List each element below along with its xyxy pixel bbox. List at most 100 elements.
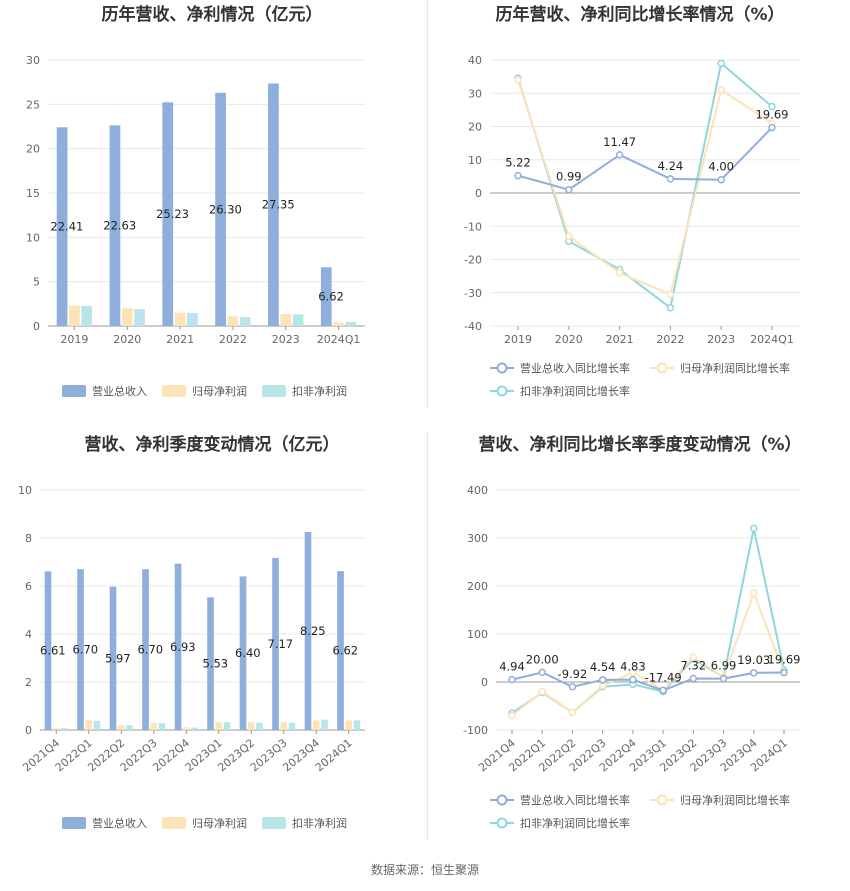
series-point[interactable] — [659, 686, 667, 695]
series-point[interactable] — [565, 232, 573, 240]
series-point[interactable] — [717, 59, 725, 68]
bar-revenue[interactable] — [44, 571, 52, 730]
bar-non-recurring-profit[interactable] — [353, 720, 361, 730]
bar-non-recurring-profit[interactable] — [158, 723, 166, 730]
bar-non-recurring-profit[interactable] — [134, 309, 145, 326]
legend-item[interactable]: 归母净利润 — [162, 816, 247, 830]
bar-parent-profit[interactable] — [121, 308, 133, 326]
bar-parent-profit[interactable] — [52, 727, 60, 730]
legend-item[interactable]: 营业总收入 — [62, 384, 147, 398]
bar-data-label: 6.70 — [138, 643, 164, 657]
legend-item[interactable]: 扣非净利润同比增长率 — [490, 384, 630, 398]
bar-parent-profit[interactable] — [280, 314, 292, 326]
x-tick-label: 2019 — [60, 333, 88, 346]
bar-revenue[interactable] — [215, 92, 226, 326]
series-point[interactable] — [629, 675, 637, 684]
bar-non-recurring-profit[interactable] — [126, 725, 133, 730]
legend-item[interactable]: 扣非净利润同比增长率 — [490, 816, 630, 830]
bar-revenue[interactable] — [239, 576, 247, 730]
x-tick-label: 2024Q1 — [750, 333, 794, 346]
series-point[interactable] — [689, 674, 698, 683]
legend-item[interactable]: 扣非净利润 — [262, 384, 347, 398]
bar-revenue[interactable] — [56, 127, 68, 326]
series-point[interactable] — [717, 86, 725, 94]
y-tick-label: 10 — [26, 231, 40, 244]
bar-non-recurring-profit[interactable] — [61, 728, 68, 730]
series-point[interactable] — [750, 669, 758, 677]
bar-non-recurring-profit[interactable] — [321, 719, 328, 730]
bar-revenue[interactable] — [109, 125, 121, 326]
series-point[interactable] — [615, 151, 624, 159]
series-point[interactable] — [598, 682, 607, 690]
bar-non-recurring-profit[interactable] — [81, 306, 93, 326]
series-point[interactable] — [666, 290, 675, 299]
legend-item[interactable]: 营业总收入 — [62, 816, 147, 830]
bar-revenue[interactable] — [109, 586, 117, 730]
bar-non-recurring-profit[interactable] — [187, 313, 198, 326]
quarterly-growth-rate-chart: 营收、净利同比增长率季度变动情况（%） -100 0 100 200 300 400 2021… — [428, 430, 850, 850]
bar-non-recurring-profit[interactable] — [345, 322, 357, 326]
series-point[interactable] — [768, 102, 776, 111]
series-point[interactable] — [666, 303, 675, 312]
series-point[interactable] — [508, 711, 516, 720]
series-point[interactable] — [538, 668, 546, 677]
series-point[interactable] — [750, 524, 758, 533]
series-point[interactable] — [629, 668, 637, 677]
legend-item[interactable]: 营业总收入同比增长率 — [490, 793, 630, 807]
bar-parent-profit[interactable] — [215, 722, 223, 730]
bar-parent-profit[interactable] — [227, 316, 239, 326]
bar-revenue[interactable] — [142, 569, 149, 730]
bar-revenue[interactable] — [77, 569, 84, 730]
series-point[interactable] — [568, 683, 577, 691]
bar-parent-profit[interactable] — [85, 720, 93, 730]
series-point[interactable] — [514, 171, 522, 180]
series-point[interactable] — [689, 653, 698, 661]
bar-revenue[interactable] — [162, 102, 174, 326]
bar-non-recurring-profit[interactable] — [239, 317, 251, 326]
bar-parent-profit[interactable] — [182, 727, 190, 730]
series-point[interactable] — [508, 675, 516, 684]
legend-label: 营业总收入 — [92, 384, 147, 398]
bar-parent-profit[interactable] — [312, 720, 320, 730]
series-point[interactable] — [719, 674, 728, 683]
legend-item[interactable]: 归母净利润同比增长率 — [650, 361, 790, 375]
series-point[interactable] — [568, 708, 577, 716]
legend-item[interactable]: 归母净利润同比增长率 — [650, 793, 790, 807]
bar-non-recurring-profit[interactable] — [223, 722, 231, 730]
bar-parent-profit[interactable] — [150, 722, 158, 730]
legend-item[interactable]: 营业总收入同比增长率 — [490, 361, 630, 375]
bar-non-recurring-profit[interactable] — [93, 720, 101, 730]
bar-revenue[interactable] — [207, 597, 214, 730]
series-point[interactable] — [717, 175, 725, 184]
bar-revenue[interactable] — [272, 557, 279, 730]
series-point[interactable] — [538, 687, 546, 696]
bar-non-recurring-profit[interactable] — [288, 722, 296, 730]
bar-revenue[interactable] — [304, 532, 312, 730]
bar-parent-profit[interactable] — [280, 722, 288, 730]
y-tick-label: 15 — [26, 187, 40, 200]
series-point[interactable] — [750, 589, 758, 597]
series-point[interactable] — [514, 76, 522, 84]
series-point[interactable] — [666, 175, 675, 183]
bar-parent-profit[interactable] — [345, 720, 353, 730]
series-point[interactable] — [598, 676, 607, 684]
bar-parent-profit[interactable] — [333, 322, 344, 326]
bar-revenue[interactable] — [337, 571, 344, 730]
bar-non-recurring-profit[interactable] — [292, 314, 304, 326]
series-point[interactable] — [780, 668, 788, 677]
bar-non-recurring-profit[interactable] — [191, 727, 198, 730]
legend-item[interactable]: 扣非净利润 — [262, 816, 347, 830]
bar-parent-profit[interactable] — [69, 305, 80, 326]
legend-item[interactable]: 归母净利润 — [162, 384, 247, 398]
bar-parent-profit[interactable] — [174, 312, 186, 326]
bar-revenue[interactable] — [268, 83, 279, 326]
series-point[interactable] — [565, 185, 573, 194]
point-data-label: 4.00 — [708, 160, 734, 174]
bar-revenue[interactable] — [320, 267, 332, 326]
bar-revenue[interactable] — [174, 563, 182, 730]
bar-parent-profit[interactable] — [117, 725, 125, 730]
series-point[interactable] — [615, 269, 624, 277]
bar-non-recurring-profit[interactable] — [256, 722, 263, 730]
bar-parent-profit[interactable] — [247, 722, 255, 730]
series-point[interactable] — [768, 123, 776, 132]
